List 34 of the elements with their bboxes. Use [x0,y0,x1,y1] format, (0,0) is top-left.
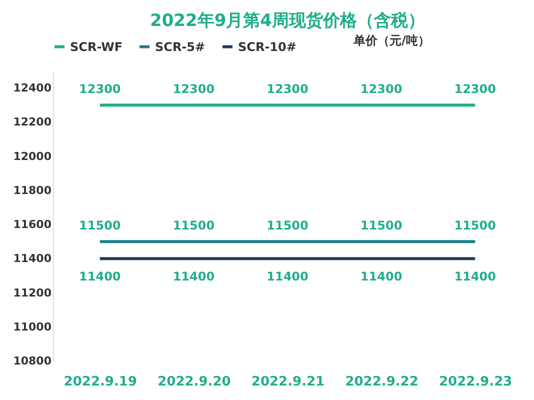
data-label: 11500 [266,218,308,233]
y-axis-title: 单价（元/吨） [352,34,430,48]
data-label: 11400 [79,270,121,284]
x-tick-label: 2022.9.21 [251,374,325,390]
y-tick-label: 12400 [13,82,52,95]
data-label: 12300 [79,82,121,96]
x-tick-label: 2022.9.22 [345,374,418,390]
x-tick-label: 2022.9.20 [158,374,231,390]
legend-label: SCR-WF [70,40,123,54]
y-tick-label: 11400 [13,252,52,266]
data-label: 12300 [360,82,402,96]
data-label: 11500 [454,218,496,233]
data-label: 12300 [454,82,496,96]
data-label: 11400 [266,270,308,284]
y-tick-label: 12200 [13,116,52,129]
x-tick-label: 2022.9.23 [439,374,512,390]
data-label: 12300 [266,82,308,96]
y-tick-label: 12000 [13,150,52,163]
y-tick-label: 11600 [13,218,52,232]
data-label: 11400 [454,270,496,284]
x-tick-label: 2022.9.19 [64,374,137,390]
data-label: 12300 [172,82,215,96]
data-label: 11500 [79,218,121,233]
legend-label: SCR-5# [155,40,206,54]
chart-title: 2022年9月第4周现货价格（含税） [150,11,425,31]
data-label: 11400 [360,270,402,284]
legend-label: SCR-10# [238,40,296,54]
y-tick-label: 11200 [13,286,52,300]
y-tick-label: 11000 [13,320,52,334]
data-label: 11500 [172,218,215,233]
data-label: 11500 [360,218,402,233]
data-label: 11400 [172,270,215,284]
y-tick-label: 11800 [13,184,52,197]
y-tick-label: 10800 [13,354,52,368]
